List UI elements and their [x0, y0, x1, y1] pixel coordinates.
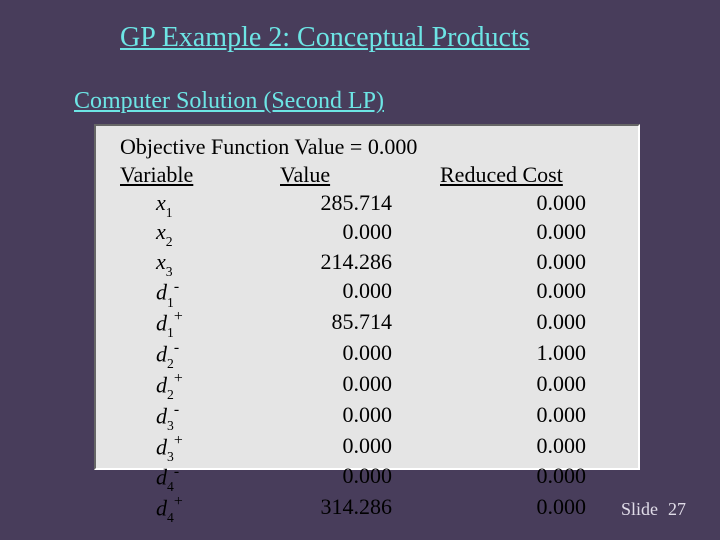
value-cell: 0.000 — [280, 402, 440, 433]
reduced-cost-cell: 0.000 — [440, 402, 620, 433]
slide-footer: Slide 27 — [621, 499, 686, 520]
variable-cell: d4+ — [120, 494, 280, 525]
variable-cell: x3 — [120, 249, 280, 278]
variable-cell: d3+ — [120, 433, 280, 464]
column-headers: Variable Value Reduced Cost — [120, 162, 630, 188]
table-row: x3214.2860.000 — [120, 249, 630, 278]
value-cell: 0.000 — [280, 278, 440, 309]
table-row: d1+85.7140.000 — [120, 309, 630, 340]
table-row: d1-0.0000.000 — [120, 278, 630, 309]
reduced-cost-cell: 0.000 — [440, 309, 620, 340]
table-row: d2-0.0001.000 — [120, 340, 630, 371]
value-cell: 0.000 — [280, 371, 440, 402]
value-cell: 0.000 — [280, 340, 440, 371]
section-subtitle: Computer Solution (Second LP) — [74, 88, 384, 115]
value-cell: 214.286 — [280, 249, 440, 278]
value-cell: 0.000 — [280, 433, 440, 464]
variable-cell: d3- — [120, 402, 280, 433]
reduced-cost-cell: 0.000 — [440, 463, 620, 494]
variable-cell: x2 — [120, 219, 280, 248]
header-value: Value — [280, 162, 440, 188]
slide-title: GP Example 2: Conceptual Products — [120, 22, 530, 54]
table-row: x1285.7140.000 — [120, 190, 630, 219]
table-row: d4+314.2860.000 — [120, 494, 630, 525]
reduced-cost-cell: 0.000 — [440, 371, 620, 402]
header-reduced-cost: Reduced Cost — [440, 162, 620, 188]
solution-panel: Objective Function Value = 0.000 Variabl… — [94, 124, 640, 470]
objective-line: Objective Function Value = 0.000 — [120, 134, 630, 160]
slide-number: 27 — [668, 499, 686, 519]
reduced-cost-cell: 1.000 — [440, 340, 620, 371]
table-row: d3+0.0000.000 — [120, 433, 630, 464]
reduced-cost-cell: 0.000 — [440, 433, 620, 464]
reduced-cost-cell: 0.000 — [440, 219, 620, 248]
table-row: x20.0000.000 — [120, 219, 630, 248]
variable-cell: d4- — [120, 463, 280, 494]
variable-cell: d2- — [120, 340, 280, 371]
variable-cell: x1 — [120, 190, 280, 219]
solution-rows: x1285.7140.000x20.0000.000x3214.2860.000… — [120, 190, 630, 525]
variable-cell: d1+ — [120, 309, 280, 340]
objective-value: 0.000 — [368, 134, 418, 159]
variable-cell: d2+ — [120, 371, 280, 402]
reduced-cost-cell: 0.000 — [440, 190, 620, 219]
reduced-cost-cell: 0.000 — [440, 249, 620, 278]
variable-cell: d1- — [120, 278, 280, 309]
table-row: d3-0.0000.000 — [120, 402, 630, 433]
value-cell: 285.714 — [280, 190, 440, 219]
value-cell: 314.286 — [280, 494, 440, 525]
table-row: d2+0.0000.000 — [120, 371, 630, 402]
value-cell: 0.000 — [280, 463, 440, 494]
footer-label: Slide — [621, 499, 658, 519]
reduced-cost-cell: 0.000 — [440, 494, 620, 525]
objective-label: Objective Function Value = — [120, 134, 368, 159]
table-row: d4-0.0000.000 — [120, 463, 630, 494]
value-cell: 85.714 — [280, 309, 440, 340]
value-cell: 0.000 — [280, 219, 440, 248]
header-variable: Variable — [120, 162, 280, 188]
reduced-cost-cell: 0.000 — [440, 278, 620, 309]
